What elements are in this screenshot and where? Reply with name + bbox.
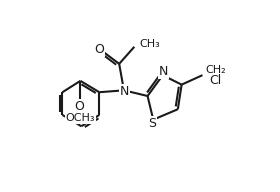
Text: CH₂: CH₂ xyxy=(205,65,226,75)
Text: O: O xyxy=(94,43,104,55)
Text: OCH₃: OCH₃ xyxy=(66,113,95,123)
Text: CH₃: CH₃ xyxy=(139,39,160,49)
Text: O: O xyxy=(74,100,84,113)
Text: N: N xyxy=(159,65,168,78)
Text: Cl: Cl xyxy=(210,74,222,87)
Text: N: N xyxy=(120,85,129,98)
Text: S: S xyxy=(148,117,156,130)
